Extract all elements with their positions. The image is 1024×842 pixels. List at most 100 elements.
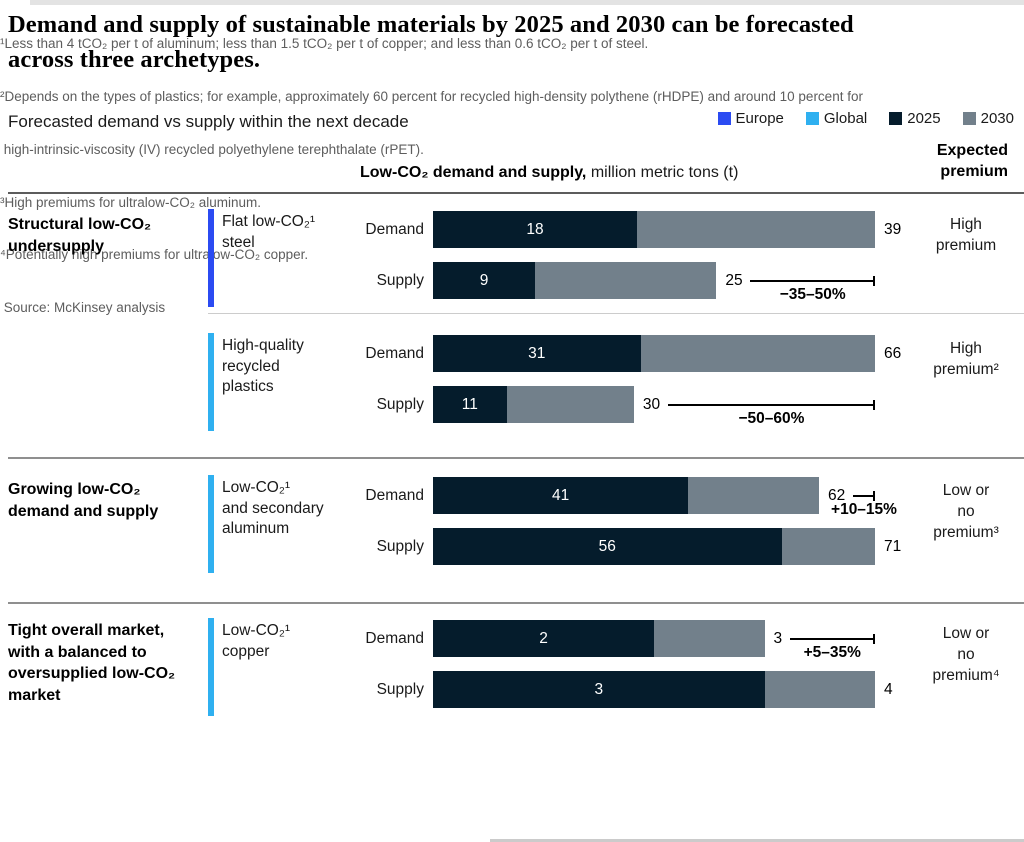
gap-line xyxy=(750,279,875,282)
bar-segment-2025: 56 xyxy=(433,528,782,565)
archetype-label-line: Tight overall market, xyxy=(8,622,165,639)
legend-item-global: Global xyxy=(805,110,868,127)
legend-item-europe: Europe xyxy=(717,110,784,127)
bar-segment-2025: 3 xyxy=(433,671,765,708)
archetype-label: Structural low-CO₂ undersupply xyxy=(8,214,151,257)
bar-row-label: Supply xyxy=(376,681,424,698)
premium-label-line: High xyxy=(950,216,982,233)
footnote-1: ¹Less than 4 tCO₂ per t of aluminum; les… xyxy=(0,36,649,52)
premium-label: Low or no premium³ xyxy=(933,480,998,543)
bar-segment-2030 xyxy=(506,386,634,423)
gap-label: −35–50% xyxy=(779,285,846,303)
legend-label: Global xyxy=(823,110,868,127)
gap-line-tick xyxy=(873,275,875,286)
premium-label-line: premium³ xyxy=(933,524,999,541)
chart-subtitle: Forecasted demand vs supply within the n… xyxy=(8,112,409,131)
section-divider xyxy=(8,602,1024,604)
material-name-line: Flat low-CO₂¹ xyxy=(222,213,315,230)
bar-row-label: Demand xyxy=(365,221,424,238)
bar-total-label: 66 xyxy=(884,345,902,362)
legend-label: 2025 xyxy=(907,110,941,127)
archetype-label-line: demand and supply xyxy=(8,502,159,520)
legend: Europe Global 2025 2030 xyxy=(717,110,1014,127)
material-name-line: High-quality xyxy=(222,337,304,354)
material-name-line: copper xyxy=(222,642,270,660)
footnotes: ¹Less than 4 tCO₂ per t of aluminum; les… xyxy=(0,0,1024,352)
legend-item-2025: 2025 xyxy=(889,110,941,127)
bar-total-label: 62 xyxy=(827,487,846,504)
bar-segment-2025: 2 xyxy=(433,620,654,657)
premium-label-line: Low or no xyxy=(942,625,990,663)
premium-label-line: Low or no xyxy=(942,482,990,520)
premium-label: High premium² xyxy=(933,338,998,380)
premium-label: High premium xyxy=(936,214,996,256)
material-name: Flat low-CO₂¹ steel xyxy=(222,212,315,253)
bar-row-label: Supply xyxy=(376,272,424,289)
premium-column-header: Expected premium xyxy=(937,140,1008,182)
measure-column-header: Low-CO₂ demand and supply, million metri… xyxy=(360,164,738,182)
premium-label: Low or no premium⁴ xyxy=(933,623,1000,686)
material-name: High-quality recycled plastics xyxy=(222,336,304,398)
material-divider xyxy=(208,313,1024,314)
material-accent-bar xyxy=(208,333,214,431)
archetype-label-line: Structural low-CO₂ xyxy=(8,216,152,233)
material-name-line: plastics xyxy=(222,378,274,395)
bar-row-label: Demand xyxy=(365,630,424,647)
2030-swatch-icon xyxy=(962,112,976,125)
bar-segment-2030 xyxy=(688,477,819,514)
premium-label-line: premium xyxy=(935,237,997,254)
material-name-line: Low-CO₂¹ xyxy=(222,622,291,639)
page-title-line2: across three archetypes. xyxy=(8,46,261,73)
gap-line xyxy=(667,403,875,406)
bottom-edge-strip xyxy=(490,839,1024,842)
bar-total-label: 4 xyxy=(884,681,893,698)
2025-swatch-icon xyxy=(889,112,903,125)
bar-row-label: Supply xyxy=(376,538,424,555)
bar-total-label: 39 xyxy=(884,221,902,238)
section-divider xyxy=(8,457,1024,459)
legend-label: 2030 xyxy=(980,110,1014,127)
archetype-label: Growing low-CO₂ demand and supply xyxy=(8,479,158,522)
bar-segment-2030 xyxy=(535,262,717,299)
header-divider xyxy=(8,192,1024,194)
bar-segment-2030 xyxy=(640,335,875,372)
measure-column-header-bold: Low-CO₂ demand and supply, xyxy=(360,164,587,181)
gap-line-tick xyxy=(873,399,875,410)
material-name-line: recycled xyxy=(222,357,280,375)
material-accent-bar xyxy=(208,209,214,307)
footnote-2: ²Depends on the types of plastics; for e… xyxy=(0,88,863,104)
bar-row-label: Demand xyxy=(365,487,424,504)
bar-segment-2025: 31 xyxy=(433,335,641,372)
bar-segment-2025: 9 xyxy=(433,262,535,299)
archetype-label-line: Growing low-CO₂ xyxy=(8,481,141,498)
source-line: Source: McKinsey analysis xyxy=(0,300,166,316)
material-name-line: and secondary xyxy=(222,499,324,517)
archetype-label-line: oversupplied low-CO₂ xyxy=(8,665,176,682)
premium-label-line: premium⁴ xyxy=(932,667,1000,684)
bar-segment-2025: 11 xyxy=(433,386,507,423)
europe-swatch-icon xyxy=(717,112,731,125)
page-title-line1: Demand and supply of sustainable materia… xyxy=(8,11,854,38)
bar-total-label: 25 xyxy=(725,272,743,289)
material-accent-bar xyxy=(208,618,214,716)
bar-segment-2030 xyxy=(637,211,875,248)
archetype-label-line: market xyxy=(8,686,61,704)
bar-segment-2030 xyxy=(764,671,875,708)
material-name-line: steel xyxy=(222,233,255,251)
bar-segment-2030 xyxy=(654,620,765,657)
material-name-line: Low-CO₂¹ xyxy=(222,479,291,496)
footnote-3: ³High premiums for ultralow-CO₂ aluminum… xyxy=(0,194,262,210)
material-name: Low-CO₂¹ and secondary aluminum xyxy=(222,478,324,540)
gap-label: −50–60% xyxy=(738,409,805,427)
premium-label-line: High xyxy=(950,340,982,357)
legend-item-2030: 2030 xyxy=(962,110,1014,127)
bar-segment-2025: 41 xyxy=(433,477,689,514)
gap-label: +10–15% xyxy=(831,500,897,518)
bar-total-label: 3 xyxy=(773,630,783,647)
measure-column-header-unit: million metric tons (t) xyxy=(586,164,739,181)
archetype-label-line: undersupply xyxy=(8,237,105,255)
bar-total-label: 71 xyxy=(884,538,902,555)
top-edge-strip xyxy=(30,0,1024,5)
footnote-4: ⁴Potentially high premiums for ultralow-… xyxy=(0,247,309,263)
